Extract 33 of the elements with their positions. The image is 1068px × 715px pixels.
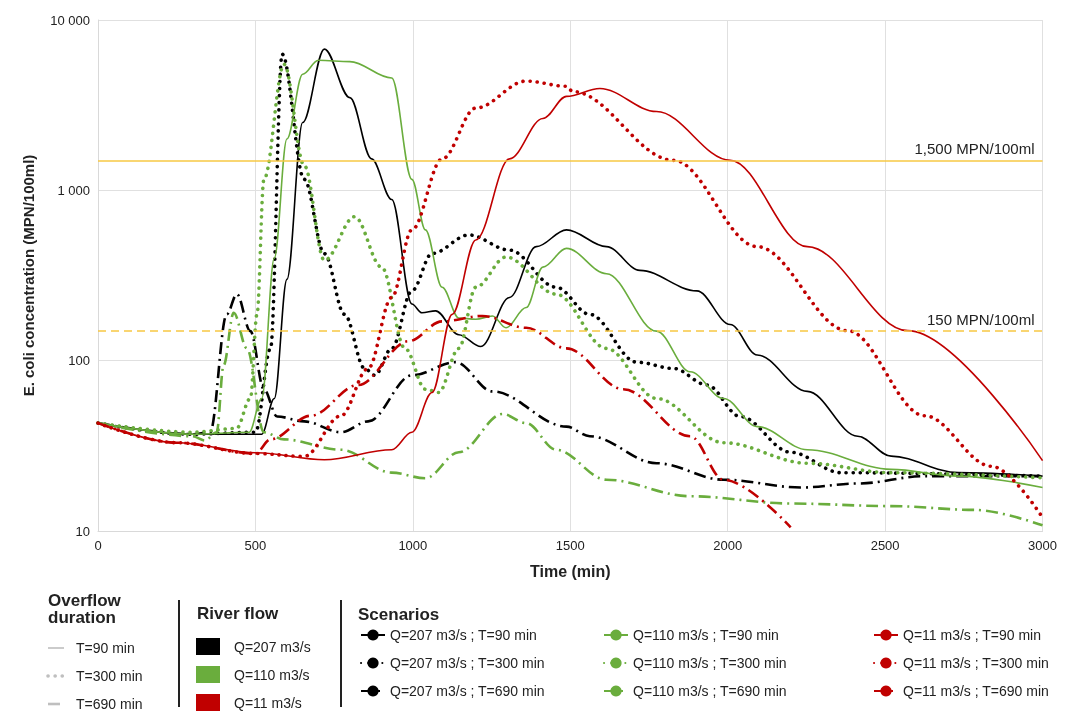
x-tick-label: 2000 — [713, 538, 743, 553]
y-tick-label: 10 — [75, 523, 90, 539]
text: River flow — [197, 604, 279, 624]
legend-label: Q=110 m3/s ; T=300 min — [633, 655, 787, 671]
text: T=90 min — [76, 640, 135, 656]
x-tick-label: 500 — [244, 538, 267, 553]
y-tick-label: 100 — [68, 353, 90, 369]
legend-title: Scenarios — [358, 605, 440, 624]
text: T=690 min — [76, 696, 143, 712]
y-tick-label: 10 000 — [50, 12, 90, 28]
x-axis-title: Time (min) — [529, 562, 611, 580]
x-tick-label: 0 — [94, 538, 102, 553]
text: Q=110 m3/s — [234, 666, 310, 683]
legend-label: Q=11 m3/s ; T=300 min — [903, 655, 1049, 671]
text: Q=207 m3/s — [234, 638, 311, 655]
ref-line-label: 150 MPN/100ml — [926, 310, 1035, 328]
text: Q=11 m3/s — [234, 694, 302, 711]
legend-label: Q=110 m3/s ; T=90 min — [633, 627, 779, 643]
x-tick-label: 2500 — [870, 538, 900, 553]
legend-label: Q=207 m3/s ; T=300 min — [390, 655, 545, 671]
legend-label: Q=207 m3/s ; T=690 min — [390, 683, 545, 699]
x-tick-label: 1000 — [398, 538, 428, 553]
legend-label: Q=11 m3/s ; T=690 min — [903, 683, 1049, 699]
text: T=300 min — [76, 668, 143, 684]
legend-label: Q=207 m3/s ; T=90 min — [390, 627, 537, 643]
x-tick-label: 3000 — [1028, 538, 1057, 553]
legend-label: Q=11 m3/s ; T=90 min — [903, 627, 1041, 643]
ref-line-label: 1,500 MPN/100ml — [914, 140, 1035, 158]
text: Overflow duration — [48, 591, 122, 627]
legend-label: Q=110 m3/s ; T=690 min — [633, 683, 787, 699]
x-tick-label: 1500 — [555, 538, 585, 553]
y-axis-title: E. coli concentration (MPN/100ml) — [20, 154, 37, 397]
y-tick-label: 1 000 — [57, 182, 90, 198]
